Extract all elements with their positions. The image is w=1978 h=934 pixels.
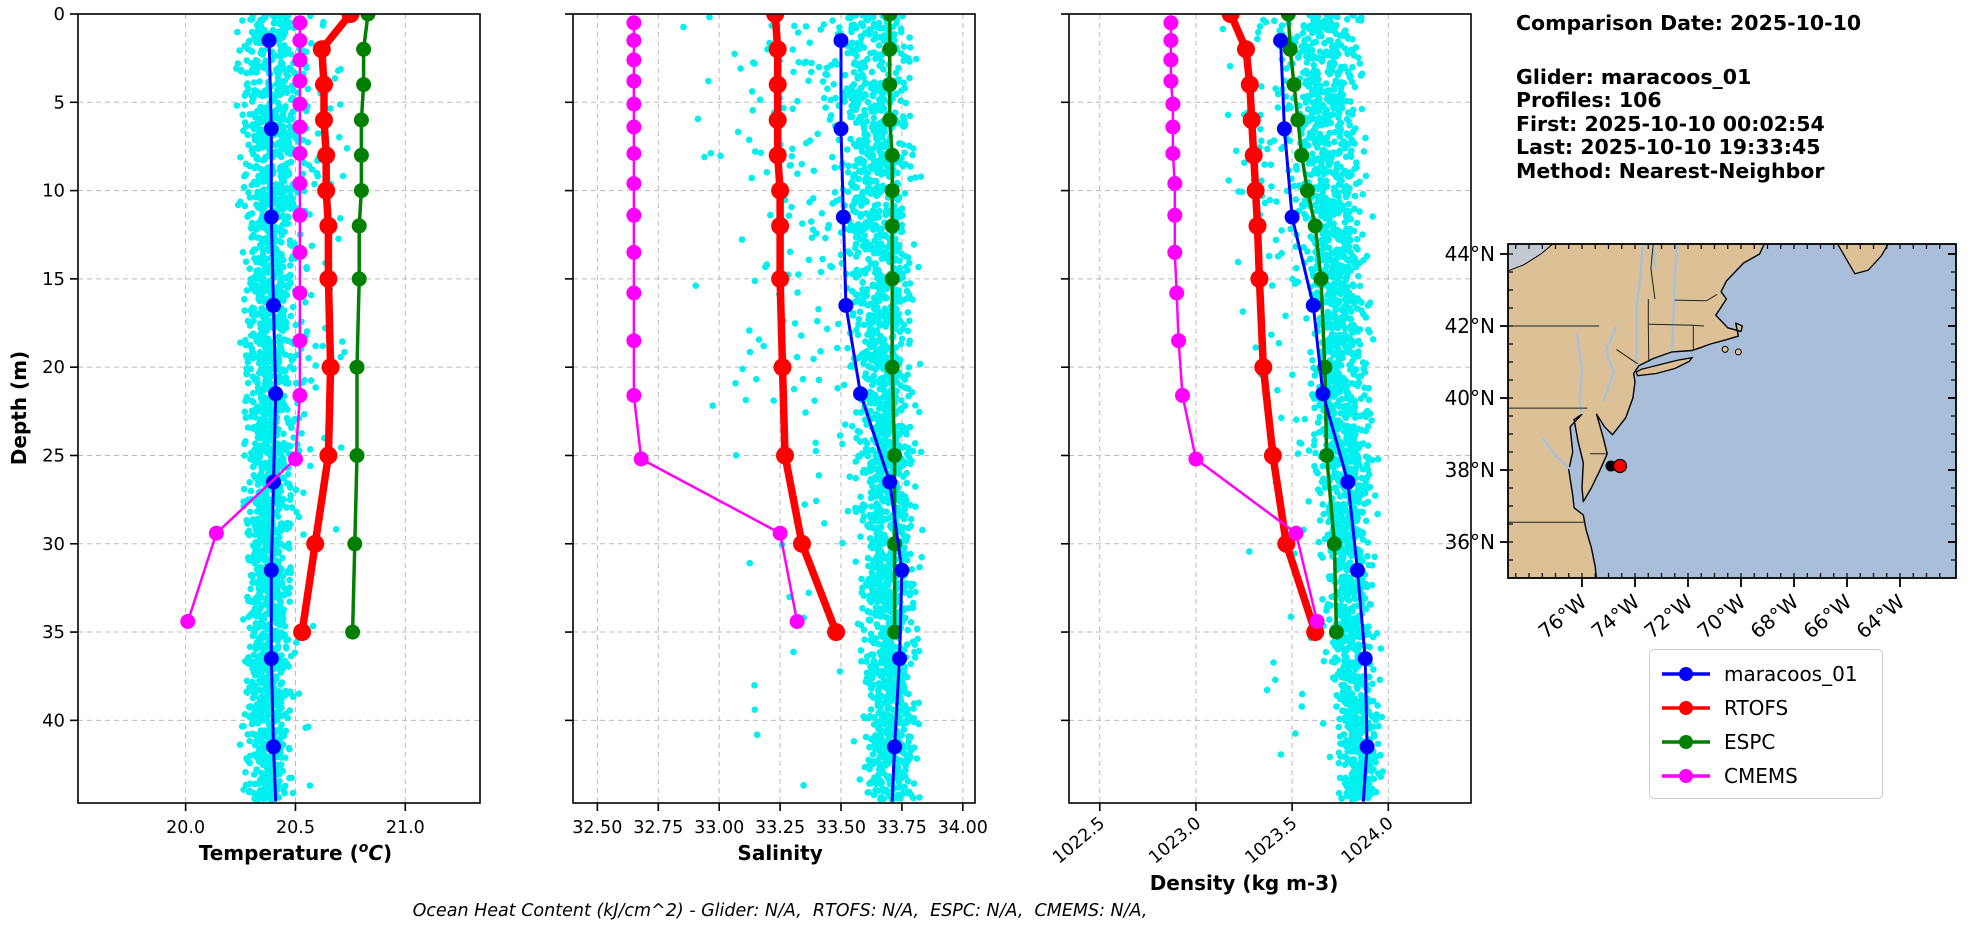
y-tick-label: 5 — [54, 92, 65, 113]
map-lon-label: 76°W — [1533, 589, 1591, 643]
profile-line-espc — [1280, 14, 1344, 640]
map-lat-label: 38°N — [1445, 458, 1495, 482]
map-lon-label: 74°W — [1586, 589, 1644, 643]
legend-label: RTOFS — [1724, 696, 1789, 720]
map-state-border — [1674, 293, 1718, 302]
x-axis-label: Salinity — [737, 841, 822, 865]
last-profile-line: Last: 2025-10-10 19:33:45 — [1516, 135, 1821, 160]
map-land-nova-scotia — [1836, 244, 1889, 275]
map-lon-label: 68°W — [1745, 589, 1803, 643]
x-tick-label: 33.25 — [755, 818, 805, 838]
x-tick-label: 1022.5 — [1049, 814, 1109, 869]
map-island — [1734, 348, 1742, 356]
map-state-border — [1650, 244, 1656, 300]
profile-line-cmems — [1163, 15, 1325, 629]
legend-key-rtofs — [1662, 701, 1710, 715]
glider-info-block: Glider: maracoos_01 Profiles: 106 First:… — [1516, 65, 1825, 183]
y-tick-label: 25 — [42, 445, 65, 466]
map-lat-label: 36°N — [1445, 530, 1495, 554]
x-tick-label: 1023.0 — [1145, 814, 1205, 869]
x-tick-label: 1024.0 — [1338, 814, 1398, 869]
map-lon-label: 70°W — [1692, 589, 1750, 643]
legend-label: ESPC — [1724, 730, 1776, 754]
profile-line-rtofs — [766, 14, 846, 642]
x-tick-label: 1023.5 — [1242, 814, 1302, 869]
map-state-border — [1616, 348, 1638, 365]
x-tick-label: 20.0 — [166, 818, 205, 838]
y-tick-label: 40 — [42, 710, 65, 731]
map-land-long-island — [1635, 356, 1694, 377]
method-line: Method: Nearest-Neighbor — [1516, 158, 1825, 183]
comparison-date-title: Comparison Date: 2025-10-10 — [1516, 11, 1862, 35]
map-state-border — [1647, 324, 1650, 363]
x-axis-label: Temperature (oC) — [199, 840, 392, 865]
y-tick-label: 10 — [42, 181, 65, 202]
ocean-heat-content-footer: Ocean Heat Content (kJ/cm^2) - Glider: N… — [412, 901, 1148, 921]
map-lat-label: 44°N — [1445, 242, 1495, 266]
profile-line-espc — [345, 14, 376, 640]
profile-line-rtofs — [293, 14, 360, 642]
x-axis-label: Density (kg m-3) — [1150, 871, 1339, 895]
profile-line-cmems — [180, 15, 308, 629]
profile-panel-salinity: 32.50 32.75 33.00 33.25 33.50 33.75 34.00 Salin… — [565, 13, 988, 865]
legend-box: maracoos_01 RTOFS ESPC CMEMS — [1649, 649, 1883, 799]
map-land-mainland — [1508, 244, 1765, 578]
x-tick-label: 33.00 — [694, 818, 744, 838]
legend-label: CMEMS — [1724, 764, 1798, 788]
map-frame — [1507, 243, 1957, 579]
map-river — [1671, 244, 1679, 352]
map-island — [1721, 345, 1729, 353]
profile-line-maracoos_01 — [1273, 33, 1375, 802]
x-tick-label: 21.0 — [386, 818, 425, 838]
profile-line-cmems — [626, 15, 805, 629]
glider-position-marker — [1612, 458, 1628, 474]
profile-panel-temperature: 20.0 20.5 21.0 0 5 10 15 20 25 30 35 40 Temperature … — [42, 4, 481, 865]
raw-profile-scatter — [1219, 14, 1386, 803]
legend-item-cmems: CMEMS — [1660, 759, 1872, 793]
y-tick-label: 30 — [42, 534, 65, 555]
y-tick-label: 0 — [54, 4, 65, 25]
map-river — [1602, 325, 1618, 402]
legend-item-rtofs: RTOFS — [1660, 691, 1872, 725]
location-map: 44°N 42°N 40°N 38°N 36°N 76°W74°W72°W70°W68°W… — [1445, 242, 1957, 643]
y-axis-label: Depth (m) — [7, 351, 31, 465]
glider-name-line: Glider: maracoos_01 — [1516, 65, 1752, 89]
map-lon-label: 72°W — [1639, 589, 1697, 643]
x-tick-label: 20.5 — [276, 818, 315, 838]
raw-profile-scatter — [680, 14, 926, 803]
map-lake — [1508, 244, 1554, 272]
legend-item-maracoos_01: maracoos_01 — [1660, 657, 1872, 691]
profile-line-maracoos_01 — [833, 33, 910, 802]
x-tick-label: 34.00 — [938, 818, 988, 838]
map-river — [1635, 244, 1644, 366]
y-tick-label: 20 — [42, 357, 65, 378]
map-lat-label: 40°N — [1445, 386, 1495, 410]
legend-key-cmems — [1662, 769, 1710, 783]
axes-frame — [572, 13, 976, 804]
legend-key-maracoos_01 — [1662, 667, 1710, 681]
profiles-count-line: Profiles: 106 — [1516, 88, 1662, 113]
axes-frame — [77, 13, 481, 804]
profile-line-rtofs — [1221, 14, 1325, 642]
axes-frame — [1068, 13, 1472, 804]
x-tick-label: 33.75 — [877, 818, 927, 838]
legend-label: maracoos_01 — [1724, 662, 1858, 686]
x-tick-label: 32.50 — [572, 818, 622, 838]
map-lon-label: 66°W — [1798, 589, 1856, 643]
legend-item-espc: ESPC — [1660, 725, 1872, 759]
y-tick-label: 35 — [42, 622, 65, 643]
map-lon-label: 64°W — [1851, 589, 1909, 643]
first-profile-line: First: 2025-10-10 00:02:54 — [1516, 111, 1825, 136]
x-tick-label: 32.75 — [633, 818, 683, 838]
x-tick-label: 33.50 — [816, 818, 866, 838]
y-tick-label: 15 — [42, 269, 65, 290]
map-river — [1541, 437, 1573, 471]
profile-line-maracoos_01 — [261, 33, 284, 802]
map-lat-label: 42°N — [1445, 314, 1495, 338]
legend-key-espc — [1662, 735, 1710, 749]
